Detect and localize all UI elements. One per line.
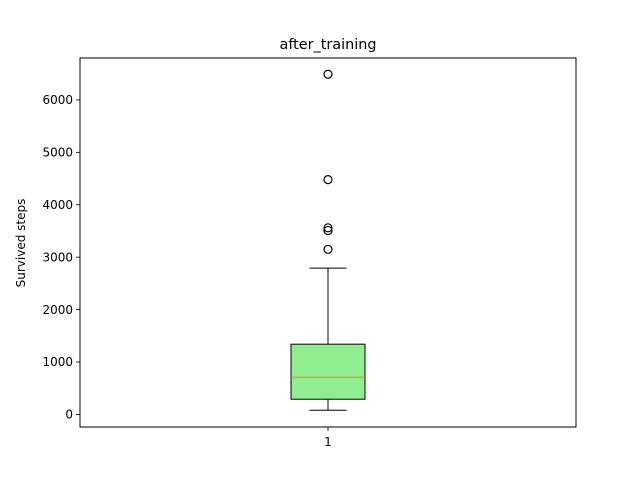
x-tick-label: 1 [324, 435, 332, 449]
y-tick-label: 0 [65, 408, 73, 422]
y-axis: 0 1000 2000 3000 4000 5000 6000 [42, 93, 80, 422]
plot-frame [79, 57, 577, 428]
outlier-point [323, 223, 333, 233]
outlier-point [323, 175, 333, 185]
outlier-point [323, 225, 333, 236]
chart-title: after_training [280, 37, 377, 53]
box-plot-group [290, 69, 366, 411]
y-tick-label: 3000 [42, 250, 73, 264]
x-axis: 1 [324, 427, 332, 449]
y-tick-label: 5000 [42, 146, 73, 160]
y-tick-label: 2000 [42, 303, 73, 317]
outlier-point [323, 69, 333, 79]
outlier-point [323, 244, 333, 254]
y-tick-label: 1000 [42, 355, 73, 369]
iqr-box [290, 343, 366, 400]
y-tick-label: 4000 [42, 198, 73, 212]
y-axis-label: Survived steps [14, 199, 28, 288]
y-tick-label: 6000 [42, 93, 73, 107]
